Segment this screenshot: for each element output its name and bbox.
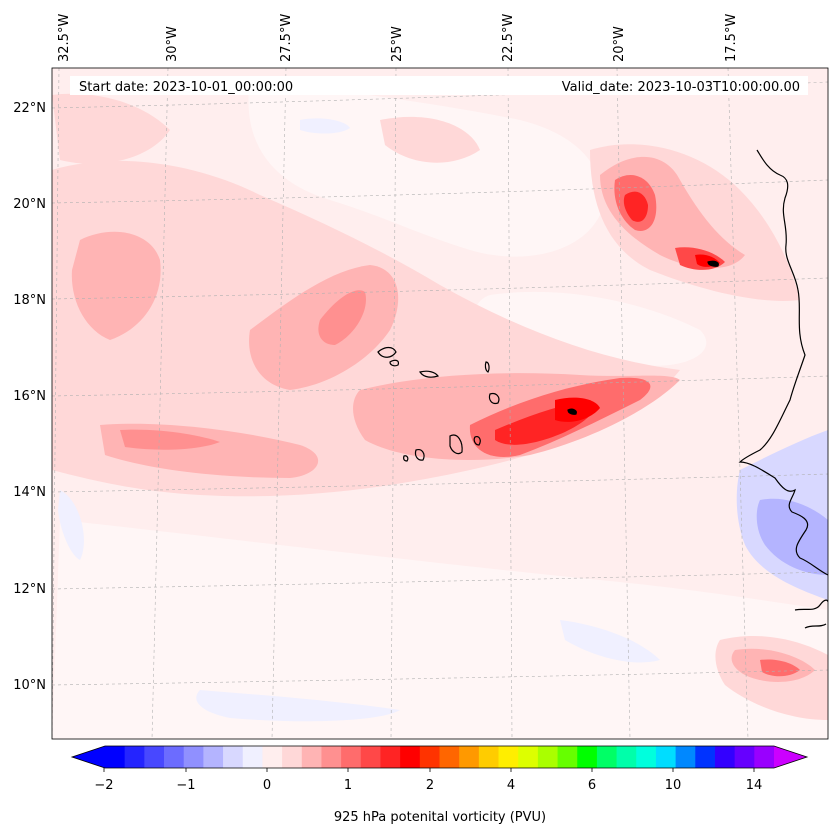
colorbar-ticks <box>103 768 755 772</box>
lat-label: 20°N <box>13 197 46 212</box>
colorbar-tick-label: 14 <box>746 778 763 793</box>
lat-label: 10°N <box>13 678 46 693</box>
start-date-text: Start date: 2023-10-01_00:00:00 <box>79 80 293 95</box>
colorbar-segment <box>419 746 440 768</box>
lon-label: 32.5°W <box>57 14 72 62</box>
colorbar-segment <box>400 746 421 768</box>
cape-verde-sao-nicolau <box>419 370 439 378</box>
colorbar-segment <box>734 746 755 768</box>
colorbar-segment <box>616 746 637 768</box>
colorbar-segment <box>164 746 185 768</box>
lon-label: 25°W <box>390 26 405 62</box>
colorbar-segment <box>714 746 736 768</box>
colorbar-tick-label: 2 <box>426 778 434 793</box>
colorbar-title: 925 hPa potenital vorticity (PVU) <box>334 810 546 825</box>
colorbar-segment <box>301 746 322 768</box>
colorbar-segment <box>478 746 499 768</box>
colorbar-tick-label: 0 <box>263 778 271 793</box>
lon-label: 30°W <box>165 26 180 62</box>
africa-coastline <box>738 149 828 629</box>
cape-verde-sao-vicente <box>389 359 400 367</box>
colorbar-segments <box>105 746 775 768</box>
colorbar-segment <box>105 746 126 768</box>
valid-date-text: Valid_date: 2023-10-03T10:00:00.00 <box>562 80 800 95</box>
colorbar-segment <box>282 746 303 768</box>
colorbar-segment <box>577 746 598 768</box>
lon-label: 20°W <box>612 26 627 62</box>
map-frame <box>51 67 829 740</box>
lat-label: 12°N <box>13 582 46 597</box>
cape-verde-santo-antao <box>377 346 397 358</box>
colorbar-extend-low <box>72 746 105 768</box>
colorbar-segment <box>242 746 263 768</box>
cape-verde-fogo <box>414 449 425 461</box>
date-header-band: Start date: 2023-10-01_00:00:00 Valid_da… <box>70 76 808 95</box>
colorbar-tick-label: 10 <box>665 778 682 793</box>
lat-label: 18°N <box>13 293 46 308</box>
colorbar-segment <box>655 746 677 768</box>
latitude-labels: 22°N 20°N 18°N 16°N 14°N 12°N 10°N <box>13 101 46 693</box>
colorbar-outline <box>70 745 809 769</box>
colorbar-tick-label: 6 <box>588 778 596 793</box>
colorbar-segment <box>754 746 775 768</box>
colorbar: −2 −1 0 1 2 4 6 10 14 925 hPa potenital … <box>70 745 809 825</box>
graticule <box>52 68 828 739</box>
colorbar-segment <box>498 746 519 768</box>
colorbar-segment <box>341 746 362 768</box>
lat-label: 16°N <box>13 389 46 404</box>
pv-field-pale <box>52 80 828 739</box>
colorbar-segment <box>557 746 578 768</box>
coast-spot-1 <box>567 408 577 415</box>
colorbar-segment <box>144 746 165 768</box>
colorbar-segment <box>124 746 145 768</box>
lon-label: 27.5°W <box>279 14 294 62</box>
colorbar-segment <box>459 746 480 768</box>
longitude-labels: 32.5°W 30°W 27.5°W 25°W 22.5°W 20°W 17.5… <box>57 14 739 62</box>
colorbar-segment <box>183 746 204 768</box>
colorbar-segment <box>596 746 617 768</box>
cape-verde-boa-vista <box>488 392 500 405</box>
lon-label: 17.5°W <box>724 14 739 62</box>
colorbar-segment <box>321 746 342 768</box>
lat-label: 22°N <box>13 101 46 116</box>
colorbar-segment <box>518 746 539 768</box>
colorbar-segment <box>223 746 244 768</box>
colorbar-segment <box>695 746 716 768</box>
colorbar-tick-label: 1 <box>344 778 352 793</box>
colorbar-segment <box>537 746 558 768</box>
cape-verde-santiago <box>449 434 463 455</box>
cape-verde-brava <box>403 455 409 462</box>
colorbar-tick-label: 4 <box>507 778 515 793</box>
cape-verde-maio <box>473 435 481 446</box>
colorbar-segment <box>675 746 696 768</box>
colorbar-segment <box>360 746 381 768</box>
colorbar-segment <box>262 746 283 768</box>
lon-label: 22.5°W <box>501 14 516 62</box>
colorbar-extend-high <box>774 746 807 768</box>
map-area: Start date: 2023-10-01_00:00:00 Valid_da… <box>52 68 828 739</box>
colorbar-segment <box>439 746 460 768</box>
pv-field-negative <box>58 118 828 722</box>
cape-verde-sal <box>484 361 490 373</box>
lat-label: 14°N <box>13 485 46 500</box>
colorbar-tick-label: −2 <box>94 778 113 793</box>
colorbar-tick-labels: −2 −1 0 1 2 4 6 10 14 <box>94 778 762 793</box>
colorbar-segment <box>636 746 657 768</box>
coast-spot-2 <box>707 260 719 267</box>
coastlines <box>377 149 828 629</box>
colorbar-tick-label: −1 <box>176 778 195 793</box>
colorbar-segment <box>380 746 401 768</box>
colorbar-segment <box>203 746 224 768</box>
